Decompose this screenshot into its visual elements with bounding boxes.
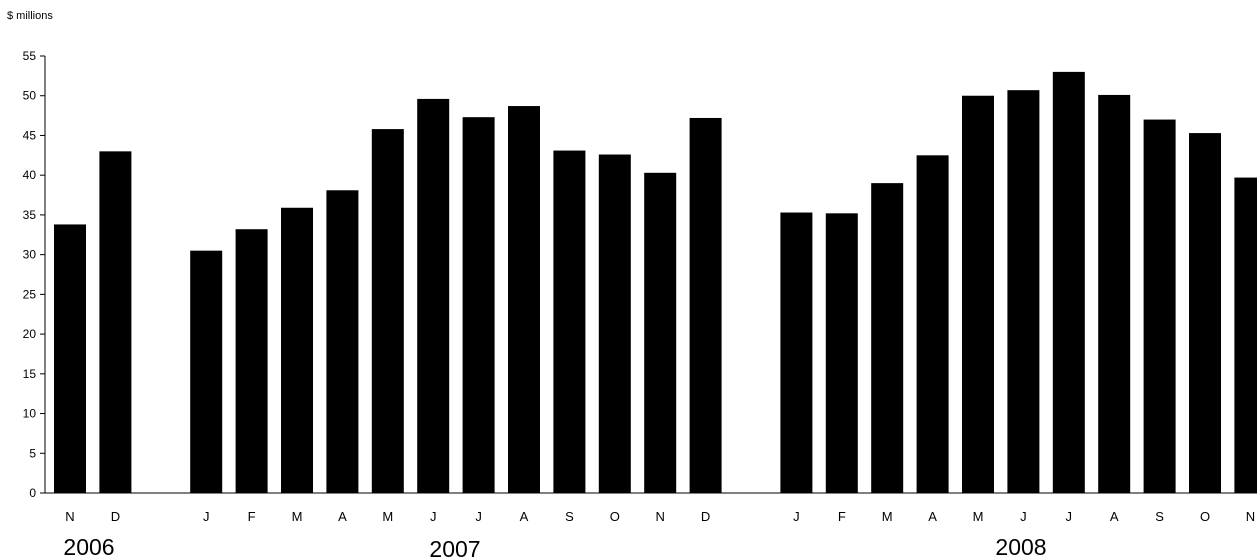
bar — [190, 250, 223, 493]
bar — [1052, 71, 1085, 494]
x-tick-label: O — [610, 509, 620, 524]
x-tick-label: J — [203, 509, 210, 524]
year-labels: 2006 2007 2008 — [63, 534, 1046, 559]
x-tick-label: A — [1110, 509, 1119, 524]
y-tick-label: 40 — [23, 168, 37, 182]
bar — [962, 95, 994, 494]
year-label: 2006 — [63, 534, 114, 559]
x-tick-label: S — [565, 509, 574, 524]
x-tick-label: M — [882, 509, 893, 524]
bar — [689, 117, 722, 493]
bar — [1098, 94, 1131, 493]
bar — [916, 155, 949, 493]
y-tick-label: 20 — [23, 327, 37, 341]
x-tick-label: N — [65, 509, 74, 524]
bar — [235, 229, 268, 493]
x-tick-label: N — [656, 509, 665, 524]
y-tick-label: 35 — [23, 208, 37, 222]
bar — [644, 172, 677, 493]
x-tick-label: O — [1200, 509, 1210, 524]
bars — [54, 71, 1257, 494]
y-tick-label: 10 — [23, 407, 37, 421]
bar — [825, 213, 858, 493]
y-tick-label: 15 — [23, 367, 37, 381]
bar — [1234, 177, 1257, 493]
x-tick-label: M — [292, 509, 303, 524]
x-tick-label: S — [1155, 509, 1164, 524]
bar — [871, 183, 904, 494]
bar — [417, 98, 450, 493]
y-tick-label: 50 — [23, 89, 37, 103]
year-label: 2008 — [995, 534, 1046, 559]
x-tick-label: F — [838, 509, 846, 524]
bar — [553, 150, 586, 493]
bar — [1189, 133, 1221, 493]
x-tick-label: M — [382, 509, 393, 524]
y-tick-label: 5 — [29, 446, 36, 460]
bar — [54, 224, 86, 493]
x-tick-label: J — [793, 509, 800, 524]
y-axis-unit-label: $ millions — [7, 10, 53, 22]
year-label: 2007 — [429, 536, 480, 559]
x-tick-label: D — [701, 509, 710, 524]
bar — [462, 117, 495, 494]
x-tick-label: A — [928, 509, 937, 524]
x-tick-label: J — [475, 509, 482, 524]
x-tick-label: F — [248, 509, 256, 524]
bar — [326, 190, 359, 493]
bar — [598, 154, 631, 494]
y-axis: 0 5 10 15 20 25 30 35 40 45 50 55 — [23, 49, 46, 500]
x-tick-label: D — [111, 509, 120, 524]
bar — [508, 106, 540, 493]
x-tick-label: A — [520, 509, 529, 524]
bar — [371, 129, 404, 493]
bar — [99, 151, 132, 493]
y-tick-label: 30 — [23, 248, 37, 262]
y-tick-label: 45 — [23, 128, 37, 142]
x-tick-label: J — [430, 509, 437, 524]
x-tick-label: J — [1020, 509, 1027, 524]
y-tick-label: 0 — [29, 486, 36, 500]
x-tick-label: N — [1246, 509, 1255, 524]
x-tick-label: M — [973, 509, 984, 524]
bar — [281, 207, 313, 493]
bar — [1143, 119, 1176, 494]
x-tick-label: A — [338, 509, 347, 524]
bar — [780, 212, 813, 493]
y-tick-label: 25 — [23, 287, 37, 301]
bar — [1007, 90, 1040, 493]
y-tick-label: 55 — [23, 49, 37, 63]
x-tick-label: J — [1066, 509, 1073, 524]
